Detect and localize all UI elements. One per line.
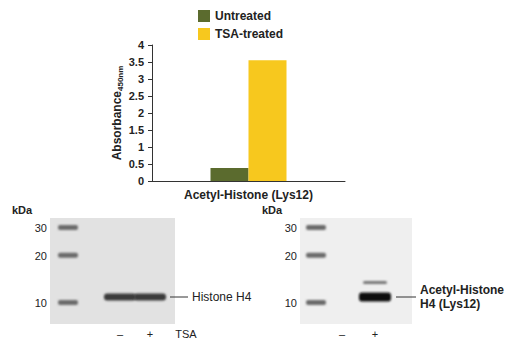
svg-text:3.5: 3.5 [129, 56, 144, 68]
svg-text:2.5: 2.5 [129, 90, 144, 102]
svg-text:Untreated: Untreated [215, 9, 271, 23]
svg-text:3: 3 [138, 73, 144, 85]
svg-text:+: + [372, 328, 378, 340]
svg-text:2: 2 [138, 107, 144, 119]
svg-text:Acetyl-Histone: Acetyl-Histone [420, 283, 504, 297]
svg-text:1.5: 1.5 [129, 124, 144, 136]
svg-text:Acetyl-Histone (Lys12): Acetyl-Histone (Lys12) [184, 188, 313, 202]
svg-text:Histone H4: Histone H4 [192, 290, 252, 304]
svg-text:+: + [147, 328, 153, 340]
svg-text:4: 4 [138, 39, 145, 51]
svg-text:–: – [339, 328, 346, 340]
svg-text:10: 10 [285, 297, 297, 309]
svg-text:TSA-treated: TSA-treated [215, 27, 283, 41]
svg-text:30: 30 [285, 222, 297, 234]
svg-text:20: 20 [35, 250, 47, 262]
svg-text:Absorbance: Absorbance [110, 91, 124, 161]
svg-text:–: – [117, 328, 124, 340]
svg-text:20: 20 [285, 250, 297, 262]
svg-text:kDa: kDa [12, 204, 33, 216]
svg-text:450nm: 450nm [116, 66, 125, 91]
svg-text:TSA: TSA [175, 328, 197, 340]
svg-text:H4 (Lys12): H4 (Lys12) [420, 297, 480, 311]
svg-text:0: 0 [138, 175, 144, 187]
svg-text:1: 1 [138, 141, 144, 153]
svg-text:kDa: kDa [262, 204, 283, 216]
svg-text:10: 10 [35, 297, 47, 309]
svg-text:30: 30 [35, 222, 47, 234]
svg-text:0.5: 0.5 [129, 158, 144, 170]
